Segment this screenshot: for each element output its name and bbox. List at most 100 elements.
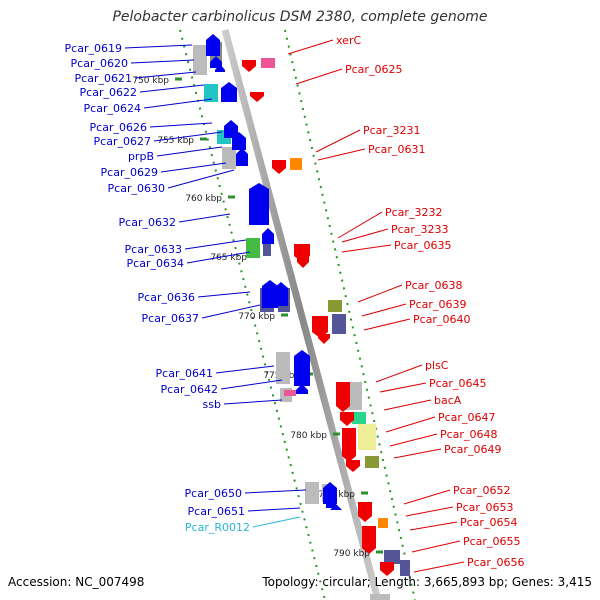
left-gene-label[interactable]: Pcar_0630 xyxy=(108,182,165,195)
left-label-leader xyxy=(244,489,307,494)
left-gene-label[interactable]: Pcar_0624 xyxy=(84,102,141,115)
cog-block xyxy=(352,412,366,424)
right-gene-label[interactable]: Pcar_0638 xyxy=(405,279,462,292)
left-label-leader xyxy=(197,291,251,298)
right-gene-label[interactable]: Pcar_0656 xyxy=(467,556,524,569)
left-gene-label[interactable]: Pcar_0641 xyxy=(156,367,213,380)
forward-gene-glyph xyxy=(215,64,225,72)
right-gene-label[interactable]: Pcar_3231 xyxy=(363,124,420,137)
cog-block xyxy=(284,390,296,396)
right-gene-label[interactable]: Pcar_0655 xyxy=(463,535,520,548)
reverse-gene-glyph xyxy=(312,316,328,338)
scale-tick-label: 770 kbp xyxy=(238,312,275,322)
forward-gene-glyph xyxy=(274,282,288,306)
left-label-leader xyxy=(223,399,283,405)
left-gene-label[interactable]: Pcar_0632 xyxy=(119,216,176,229)
right-gene-label[interactable]: Pcar_0647 xyxy=(438,411,495,424)
right-gene-label[interactable]: Pcar_0645 xyxy=(429,377,486,390)
right-gene-label[interactable]: Pcar_0639 xyxy=(409,298,466,311)
right-label-leader xyxy=(317,148,366,161)
right-label-leader xyxy=(363,318,411,331)
cog-block xyxy=(305,482,319,504)
right-gene-label[interactable]: Pcar_0640 xyxy=(413,313,470,326)
right-gene-label[interactable]: Pcar_3233 xyxy=(391,223,448,236)
reverse-gene-glyph xyxy=(318,334,330,344)
left-label-leader xyxy=(215,365,275,374)
cog-block xyxy=(378,518,388,528)
reverse-gene-glyph xyxy=(272,160,286,174)
right-gene-label[interactable]: Pcar_0654 xyxy=(460,516,517,529)
left-gene-label[interactable]: Pcar_0634 xyxy=(127,257,184,270)
left-gene-label[interactable]: Pcar_0629 xyxy=(101,166,158,179)
right-label-leader xyxy=(409,521,458,531)
left-label-leader xyxy=(149,122,213,128)
right-gene-label[interactable]: Pcar_0635 xyxy=(394,239,451,252)
cog-block xyxy=(384,550,400,564)
right-gene-label[interactable]: Pcar_0652 xyxy=(453,484,510,497)
right-gene-label[interactable]: Pcar_0653 xyxy=(456,501,513,514)
cog-block xyxy=(370,594,390,600)
right-gene-label[interactable]: Pcar_0625 xyxy=(345,63,402,76)
cog-block xyxy=(365,456,379,468)
forward-gene-glyph xyxy=(224,120,238,138)
left-gene-label[interactable]: Pcar_0637 xyxy=(142,312,199,325)
cog-block xyxy=(276,352,290,384)
right-gene-label[interactable]: Pcar_0631 xyxy=(368,143,425,156)
right-label-leader xyxy=(337,211,383,239)
forward-gene-glyph xyxy=(249,183,269,225)
left-gene-label[interactable]: Pcar_0651 xyxy=(188,505,245,518)
scale-tick-label: 790 kbp xyxy=(333,549,370,559)
forward-gene-glyph xyxy=(210,56,222,68)
left-label-leader xyxy=(160,162,227,173)
reverse-gene-glyph xyxy=(336,382,350,412)
left-gene-label[interactable]: Pcar_0627 xyxy=(94,135,151,148)
right-label-leader xyxy=(411,540,461,553)
right-label-leader xyxy=(341,244,392,253)
right-gene-label[interactable]: Pcar_3232 xyxy=(385,206,442,219)
cog-block xyxy=(332,314,346,334)
cog-block xyxy=(290,158,302,170)
left-label-leader xyxy=(178,213,231,223)
left-gene-label[interactable]: Pcar_0622 xyxy=(80,86,137,99)
left-label-leader xyxy=(186,251,251,264)
genome-backbone xyxy=(221,29,382,600)
cog-block xyxy=(204,84,218,102)
right-label-leader xyxy=(385,416,436,433)
reverse-gene-glyph xyxy=(297,256,309,268)
left-gene-label[interactable]: Pcar_0642 xyxy=(161,383,218,396)
left-label-leader xyxy=(134,71,197,79)
right-gene-label[interactable]: xerC xyxy=(336,34,361,47)
cog-block xyxy=(263,240,271,256)
left-gene-label[interactable]: ssb xyxy=(203,398,221,411)
forward-gene-glyph xyxy=(236,148,248,166)
left-label-leader xyxy=(130,59,195,64)
reverse-gene-glyph xyxy=(362,526,376,554)
left-gene-label[interactable]: Pcar_R0012 xyxy=(185,521,250,534)
left-gene-label[interactable]: prpB xyxy=(128,150,154,163)
left-gene-label[interactable]: Pcar_0636 xyxy=(138,291,195,304)
scale-tick-label: 750 kbp xyxy=(132,76,169,86)
left-gene-label[interactable]: Pcar_0633 xyxy=(125,243,182,256)
reverse-gene-glyph xyxy=(380,562,394,576)
forward-gene-glyph xyxy=(232,132,246,150)
left-label-leader xyxy=(167,169,235,189)
right-gene-label[interactable]: Pcar_0649 xyxy=(444,443,501,456)
right-gene-label[interactable]: bacA xyxy=(434,394,462,407)
left-gene-label[interactable]: Pcar_0650 xyxy=(185,487,242,500)
cog-block xyxy=(261,58,275,68)
right-gene-label[interactable]: Pcar_0648 xyxy=(440,428,497,441)
left-gene-label[interactable]: Pcar_0620 xyxy=(71,57,128,70)
left-gene-label[interactable]: Pcar_0621 xyxy=(75,72,132,85)
left-gene-label[interactable]: Pcar_0626 xyxy=(90,121,147,134)
scale-tick-label: 755 kbp xyxy=(157,136,194,146)
right-gene-label[interactable]: plsC xyxy=(425,359,449,372)
right-label-leader xyxy=(375,364,423,383)
reverse-gene-glyph xyxy=(358,502,372,522)
right-label-leader xyxy=(383,399,432,411)
cog-block xyxy=(358,424,376,450)
right-label-leader xyxy=(341,228,389,243)
left-gene-label[interactable]: Pcar_0619 xyxy=(65,42,122,55)
gc-track-right xyxy=(284,29,416,600)
forward-gene-glyph xyxy=(326,498,336,508)
